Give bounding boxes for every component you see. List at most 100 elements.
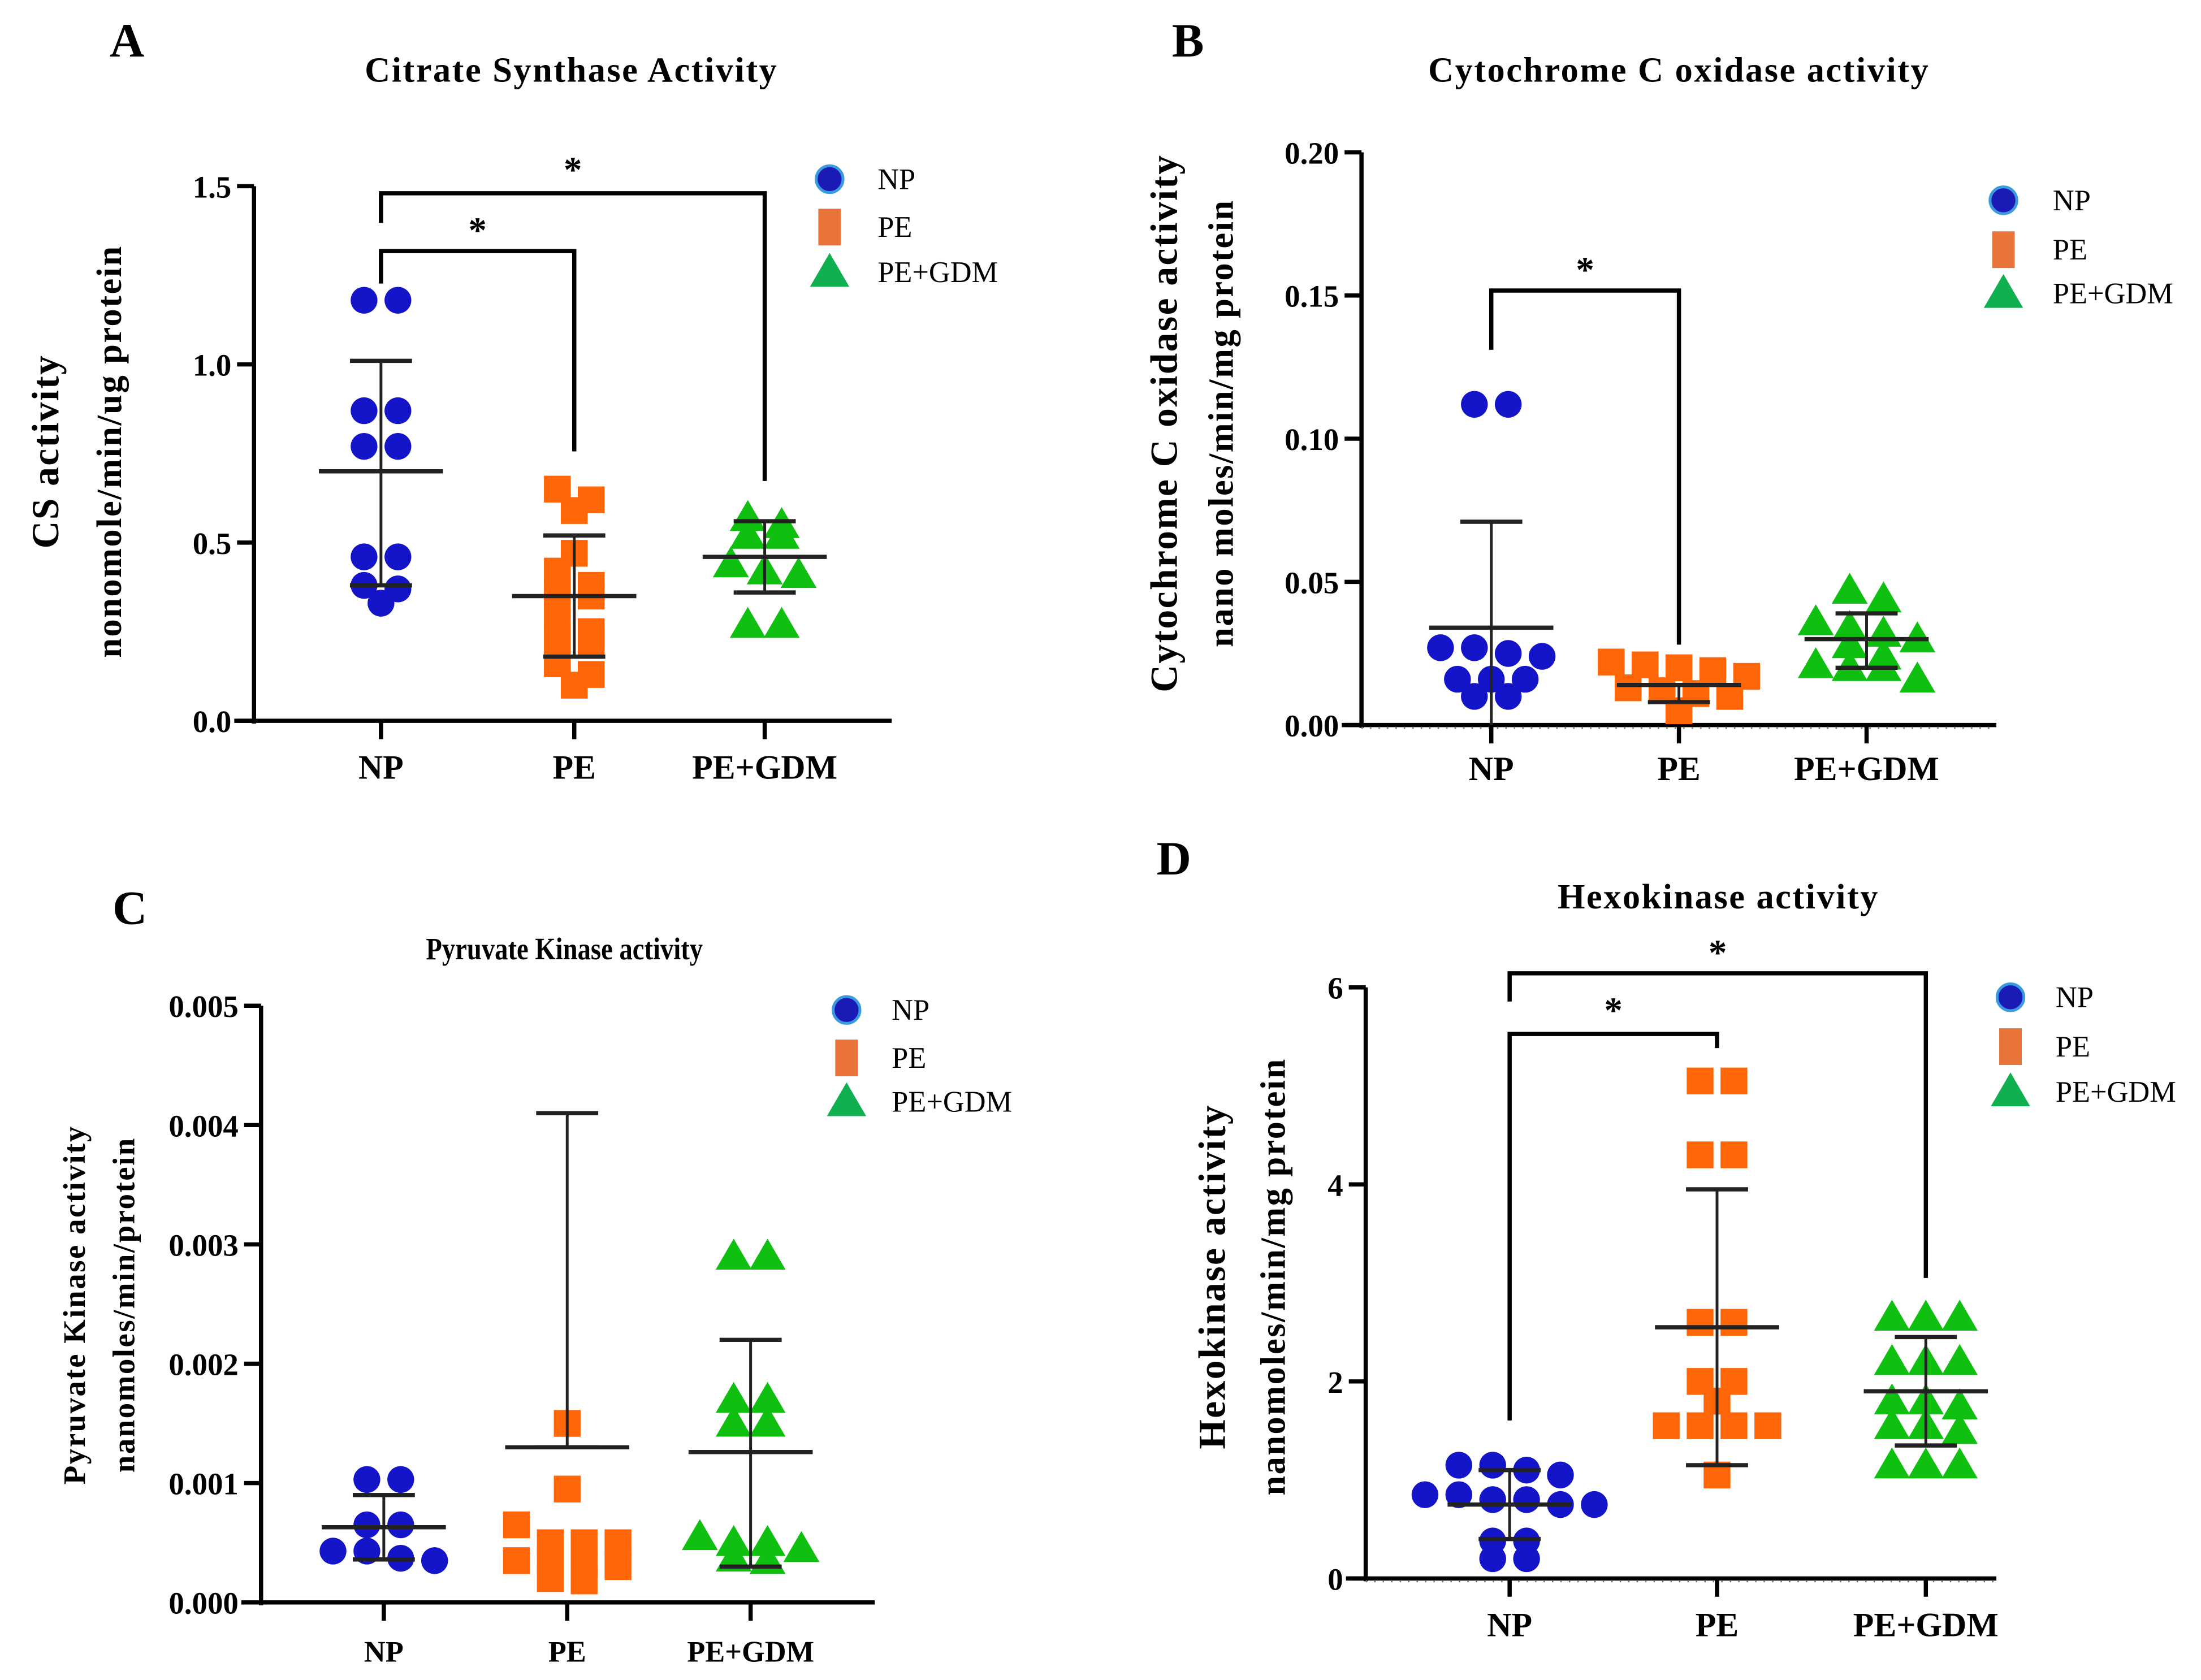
y-tick-label: 0.004 xyxy=(168,1109,238,1143)
data-point xyxy=(351,287,378,314)
data-point xyxy=(1461,683,1488,710)
data-point xyxy=(729,517,766,549)
series-pe-gdm xyxy=(702,500,827,638)
legend-circle-icon xyxy=(1995,982,2026,1012)
data-point xyxy=(1865,650,1902,681)
y-axis-label: nanomoles/min/mg protein xyxy=(1254,1058,1293,1495)
legend: NP PE PE+GDM xyxy=(810,163,998,289)
series-pe xyxy=(1598,648,1761,725)
x-tick-label: PE xyxy=(1696,1607,1739,1644)
legend-label: PE xyxy=(2056,1030,2090,1063)
panel-letter: A xyxy=(110,14,144,67)
legend-label: NP xyxy=(2053,184,2091,217)
y-tick-label: 1.0 xyxy=(193,348,232,383)
y-axis-label: nanomoles/min/protein xyxy=(106,1137,141,1473)
series-np xyxy=(1427,391,1556,725)
legend-square-icon xyxy=(1999,1028,2022,1066)
data-point xyxy=(387,1466,414,1493)
y-tick-label: 0.001 xyxy=(168,1467,238,1501)
data-point xyxy=(1908,1447,1944,1479)
y-tick-label: 1.5 xyxy=(193,170,232,204)
x-tick-label: NP xyxy=(1469,750,1514,787)
y-tick-label: 0.5 xyxy=(193,526,232,561)
data-point xyxy=(1720,1309,1748,1336)
series-pe-gdm xyxy=(1797,573,1936,693)
data-point xyxy=(715,1382,752,1413)
data-point xyxy=(319,1538,347,1565)
y-tick-label: 0.005 xyxy=(168,989,238,1024)
data-point xyxy=(1754,1412,1781,1439)
legend-triangle-icon xyxy=(1991,1072,2030,1107)
legend: NP PE PE+GDM xyxy=(1983,184,2173,310)
data-point xyxy=(1874,1300,1910,1331)
data-point xyxy=(1941,1388,1978,1419)
y-tick-label: 6 xyxy=(1327,971,1343,1006)
legend-label: NP xyxy=(877,163,915,196)
data-point xyxy=(1874,1408,1910,1439)
data-point xyxy=(503,1547,530,1574)
y-axis-label: CS activity xyxy=(24,354,67,549)
data-point xyxy=(1831,573,1868,604)
data-point xyxy=(544,579,571,606)
chart-title: Hexokinase activity xyxy=(1558,877,1879,916)
data-point xyxy=(384,397,412,425)
x-tick-label: PE+GDM xyxy=(1853,1607,1999,1644)
data-point xyxy=(1797,647,1834,678)
data-point xyxy=(681,1519,718,1551)
data-point xyxy=(1581,1491,1608,1518)
y-tick-label: 0.0 xyxy=(193,704,232,739)
series-pe-gdm xyxy=(1863,1300,1988,1479)
series-np xyxy=(319,1466,448,1574)
data-point xyxy=(384,543,412,570)
data-point xyxy=(1479,1545,1506,1573)
x-tick-label: PE xyxy=(548,1636,586,1669)
data-point xyxy=(1716,683,1744,710)
x-tick-label: PE+GDM xyxy=(1794,750,1939,787)
chart-title: Pyruvate Kinase activity xyxy=(426,932,703,966)
legend-label: PE xyxy=(2053,233,2087,266)
data-point xyxy=(1461,391,1488,418)
y-tick-label: 0.002 xyxy=(168,1347,238,1382)
legend-label: PE xyxy=(877,211,912,244)
panel-b: B Cytochrome C oxidase activity Cytochrome… xyxy=(1143,14,2173,787)
data-point xyxy=(1899,661,1936,693)
data-point xyxy=(1445,1481,1473,1508)
data-point xyxy=(1461,634,1488,661)
data-point xyxy=(1874,1447,1910,1479)
data-point xyxy=(353,1511,380,1539)
significance-bracket xyxy=(1507,971,1928,1278)
data-point xyxy=(1699,657,1727,685)
y-tick-label: 0.20 xyxy=(1285,136,1339,170)
data-point xyxy=(570,1529,598,1556)
data-point xyxy=(1908,1300,1944,1331)
data-point xyxy=(503,1511,530,1539)
y-axis-label: nonomole/min/ug protein xyxy=(90,245,129,657)
significance-star: * xyxy=(564,150,582,190)
data-point xyxy=(780,557,817,588)
x-tick-label: NP xyxy=(364,1636,404,1669)
series-pe xyxy=(512,475,637,699)
data-point xyxy=(1941,1344,1978,1375)
significance-star: * xyxy=(1709,933,1727,973)
data-point xyxy=(1720,1067,1748,1095)
data-point xyxy=(367,590,395,617)
data-point xyxy=(1874,1344,1910,1375)
data-point xyxy=(729,607,766,638)
data-point xyxy=(554,1475,581,1503)
data-point xyxy=(1941,1413,1978,1444)
data-point xyxy=(1427,634,1454,661)
y-tick-label: 0.00 xyxy=(1285,709,1339,743)
series-np xyxy=(1411,1452,1608,1573)
significance-star: * xyxy=(469,210,487,251)
significance-bracket xyxy=(1507,1032,1719,1421)
chart-title: Citrate Synthase Activity xyxy=(365,51,778,90)
series-np xyxy=(319,287,443,617)
legend-square-icon xyxy=(835,1040,858,1076)
panel-a: A Citrate Synthase Activity CS activity non… xyxy=(24,14,998,786)
legend-circle-icon xyxy=(815,164,845,194)
data-point xyxy=(421,1547,448,1574)
data-point xyxy=(783,1531,820,1562)
legend-label: PE+GDM xyxy=(892,1085,1012,1118)
legend: NP PE PE+GDM xyxy=(1991,981,2176,1109)
panel-d: D Hexokinase activity Hexokinase activity n… xyxy=(1157,832,2176,1644)
